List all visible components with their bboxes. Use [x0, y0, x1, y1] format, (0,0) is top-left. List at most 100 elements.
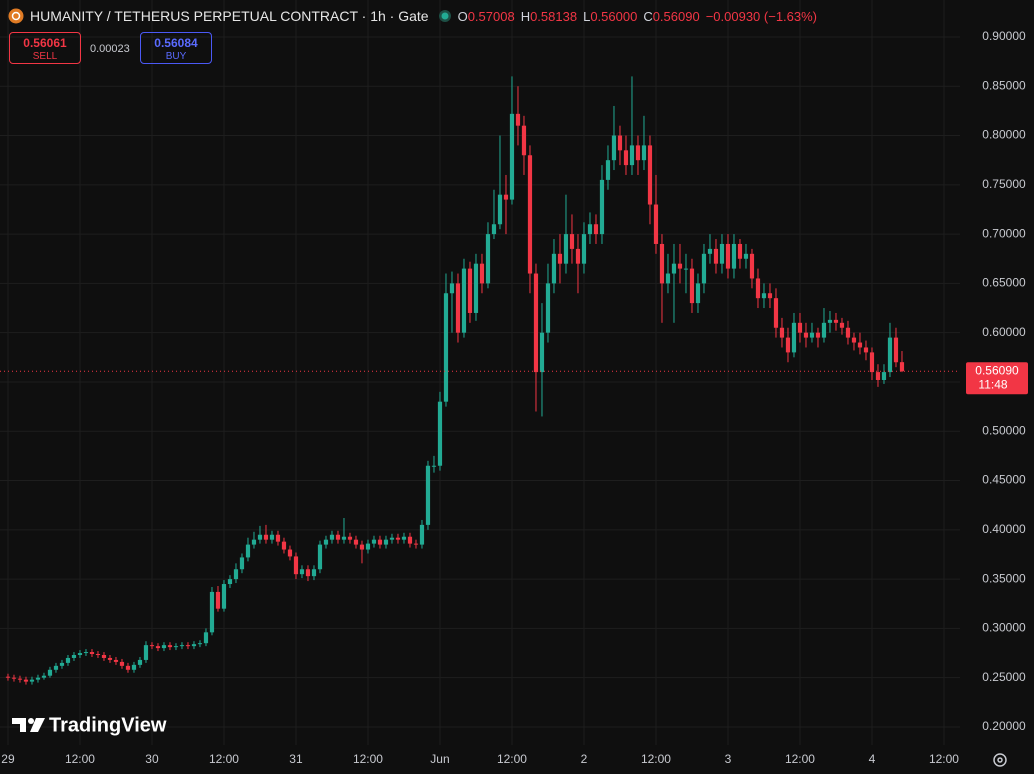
buy-button[interactable]: 0.56084 BUY [140, 32, 212, 64]
candle-body [797, 322, 803, 333]
legend-key: C [643, 8, 653, 24]
candle-body [539, 332, 545, 373]
settings-icon[interactable] [993, 753, 1007, 767]
candle-body [83, 652, 89, 654]
candle-body [791, 322, 797, 353]
candle-body [563, 234, 569, 264]
candle-body [293, 556, 299, 575]
legend-value: 0.56000 [590, 8, 638, 24]
candle-body [401, 536, 407, 540]
candle-body [269, 534, 275, 540]
candle-body [119, 661, 125, 666]
sell-label: SELL [32, 51, 58, 62]
candle-body [665, 273, 671, 284]
candle-body [365, 543, 371, 550]
candle-body [155, 646, 161, 649]
candle-body [557, 253, 563, 264]
candle-body [491, 224, 497, 235]
candle-body [419, 524, 425, 545]
candle-body [497, 194, 503, 225]
legend-key: H [520, 8, 531, 24]
candle-body [59, 662, 65, 666]
candle-body [635, 145, 641, 161]
sell-button[interactable]: 0.56061 SELL [9, 32, 81, 64]
candle-body [623, 150, 629, 166]
candle-body [593, 224, 599, 235]
candle-body [545, 283, 551, 333]
candle-body [641, 145, 647, 161]
candle-body [839, 322, 845, 328]
y-tick-label: 0.70000 [982, 226, 1026, 240]
y-tick-label: 0.25000 [982, 670, 1026, 684]
settings-icon[interactable] [997, 757, 1003, 763]
candle-body [857, 342, 863, 348]
candle-body [485, 234, 491, 284]
symbol-icon [8, 8, 24, 24]
candle-body [413, 543, 419, 545]
candle-body [773, 298, 779, 328]
candle-body [341, 536, 347, 540]
candle-body [161, 645, 167, 649]
candle-body [311, 569, 317, 577]
candle-body [221, 584, 227, 609]
candle-body [281, 541, 287, 550]
candle-body [5, 676, 11, 678]
candle-body [299, 569, 305, 575]
candle-body [785, 337, 791, 353]
legend-change: −0.00930 (−1.63%) [705, 8, 818, 24]
candle-body [611, 135, 617, 161]
legend-key: L [583, 8, 591, 24]
candle-body [875, 372, 881, 380]
candle-body [725, 243, 731, 269]
buy-label: BUY [165, 51, 187, 62]
x-tick-label: 12:00 [65, 752, 95, 766]
candle-body [587, 224, 593, 235]
candle-body [719, 243, 725, 264]
legend-key: O [457, 8, 468, 24]
candle-body [233, 569, 239, 580]
y-tick-label: 0.75000 [982, 177, 1026, 191]
candle-body [173, 646, 179, 648]
buy-price: 0.56084 [154, 36, 198, 50]
y-tick-label: 0.60000 [982, 325, 1026, 339]
candle-body [887, 337, 893, 373]
last-price-label: 0.56090 [975, 363, 1019, 377]
candle-body [215, 591, 221, 609]
y-tick-label: 0.20000 [982, 719, 1026, 733]
candle-body [755, 278, 761, 299]
candle-body [185, 645, 191, 647]
candle-body [827, 319, 833, 323]
candles [0, 76, 960, 685]
candle-body [53, 665, 59, 670]
y-tick-label: 0.50000 [982, 423, 1026, 437]
x-tick-label: 29 [1, 752, 15, 766]
candle-body [359, 544, 365, 550]
x-tick-label: 12:00 [353, 752, 383, 766]
legend-value: 0.57008 [467, 8, 515, 24]
candle-body [677, 263, 683, 269]
y-tick-label: 0.85000 [982, 78, 1026, 92]
candle-body [377, 539, 383, 545]
candle-body [89, 652, 95, 655]
settings-icon[interactable] [993, 753, 1007, 767]
candle-body [131, 664, 137, 670]
x-tick-label: 30 [145, 752, 159, 766]
candle-body [449, 283, 455, 294]
y-tick-label: 0.40000 [982, 522, 1026, 536]
y-tick-label: 0.45000 [982, 473, 1026, 487]
candle-body [65, 657, 71, 663]
candle-body [605, 160, 611, 180]
candle-body [11, 677, 17, 679]
candle-body [329, 534, 335, 540]
candle-body [767, 293, 773, 299]
candle-body [389, 537, 395, 540]
candle-body [815, 332, 821, 338]
candle-body [191, 644, 197, 647]
candle-body [41, 675, 47, 678]
candle-body [809, 332, 815, 338]
legend-value: 0.58138 [530, 8, 578, 24]
logo-shape [28, 718, 34, 724]
candle-body [761, 293, 767, 299]
y-tick-label: 0.80000 [982, 128, 1026, 142]
